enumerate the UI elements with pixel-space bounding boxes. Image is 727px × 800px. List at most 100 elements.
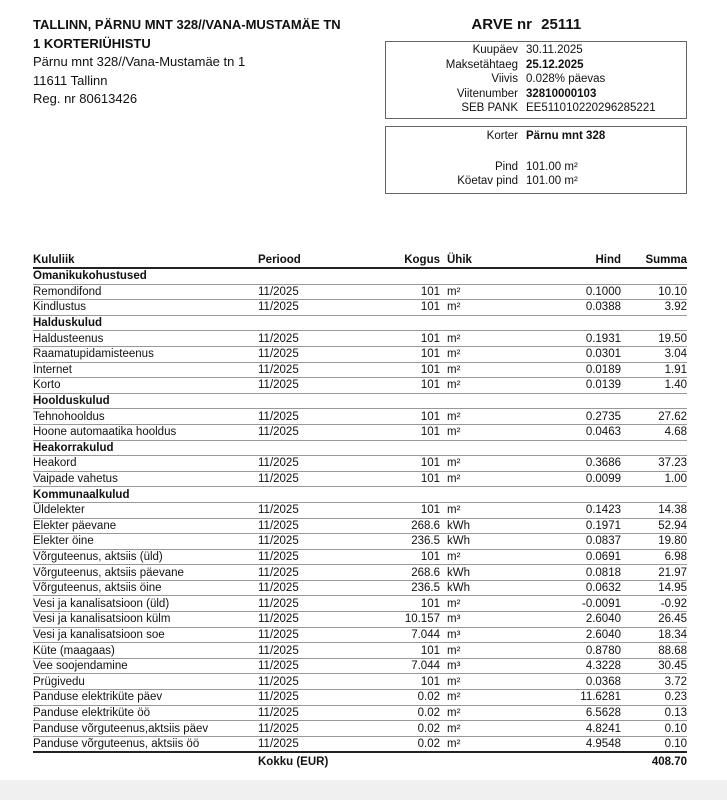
price: 0.8780 xyxy=(490,642,621,659)
price: 2.6040 xyxy=(490,627,621,644)
unit: m² xyxy=(440,705,490,722)
table-row: Kindlustus 11/2025 101 m² 0.0388 3.92 xyxy=(33,299,687,316)
item-name: Korto xyxy=(33,377,258,394)
quantity: 268.6 xyxy=(368,564,440,581)
company-name-2: 1 KORTERIÜHISTU xyxy=(33,35,151,51)
item-name: Panduse elektriküte päev xyxy=(33,689,258,706)
detail-label: Viivis xyxy=(491,73,518,85)
period: 11/2025 xyxy=(258,658,368,675)
unit: m² xyxy=(440,346,490,363)
total-row: Kokku (EUR) 408.70 xyxy=(33,751,687,772)
table-row: Haldusteenus 11/2025 101 m² 0.1931 19.50 xyxy=(33,330,687,347)
period: 11/2025 xyxy=(258,533,368,550)
period: 11/2025 xyxy=(258,642,368,659)
header-hind: Hind xyxy=(490,253,621,269)
sum: 30.45 xyxy=(621,658,687,675)
table-row: Panduse elektriküte öö 11/2025 0.02 m² 6.562… xyxy=(33,705,687,722)
quantity: 101 xyxy=(368,502,440,519)
item-name: Panduse võrguteenus,aktsiis päev xyxy=(33,720,258,737)
price: 0.0632 xyxy=(490,580,621,597)
table-row: Panduse elektriküte päev 11/2025 0.02 m² 11.… xyxy=(33,689,687,706)
period: 11/2025 xyxy=(258,689,368,706)
table-row: Vesi ja kanalisatsioon (üld) 11/2025 101 m²… xyxy=(33,595,687,613)
item-name: Elekter päevane xyxy=(33,518,258,535)
group-row: Omanikukohustused xyxy=(33,268,687,285)
sum: 21.97 xyxy=(621,564,687,581)
detail-label: Viitenumber xyxy=(456,87,518,100)
detail-row: Kuupäev 30.11.2025 xyxy=(386,43,686,58)
period: 11/2025 xyxy=(258,705,368,722)
quantity: 0.02 xyxy=(368,720,440,737)
period: 11/2025 xyxy=(258,408,368,425)
period: 11/2025 xyxy=(258,595,368,613)
price: 0.0189 xyxy=(490,362,621,379)
sum: 19.50 xyxy=(621,330,687,347)
sum: -0.92 xyxy=(621,595,687,613)
price: -0.0091 xyxy=(490,595,621,613)
table-row: Vesi ja kanalisatsioon külm 11/2025 10.157… xyxy=(33,611,687,628)
table-row: Elekter päevane 11/2025 268.6 kWh 0.1971 52.9… xyxy=(33,518,687,535)
invoice-title: ARVE nr 25111 xyxy=(440,16,581,33)
unit: kWh xyxy=(440,533,490,550)
unit: m² xyxy=(440,362,490,379)
apartment-box: Korter Pärnu mnt 328 Pind 101.00 m² Köetav… xyxy=(385,126,687,194)
period: 11/2025 xyxy=(258,518,368,535)
price: 0.2735 xyxy=(490,408,621,425)
group-row: Halduskulud xyxy=(33,315,687,332)
unit: m² xyxy=(440,408,490,425)
invoice-label: ARVE nr xyxy=(471,16,532,33)
total-label: Kokku (EUR) xyxy=(258,751,440,772)
price: 0.0463 xyxy=(490,424,621,441)
quantity: 101 xyxy=(368,362,440,379)
unit: m² xyxy=(440,424,490,441)
table-row: Prügivedu 11/2025 101 m² 0.0368 3.72 xyxy=(33,673,687,691)
unit: m² xyxy=(440,549,490,566)
sum: 1.40 xyxy=(621,377,687,394)
price: 0.1000 xyxy=(490,284,621,301)
period: 11/2025 xyxy=(258,471,368,488)
period: 11/2025 xyxy=(258,720,368,737)
quantity: 236.5 xyxy=(368,533,440,550)
detail-row: Maksetähtaeg 25.12.2025 xyxy=(386,58,686,73)
quantity: 7.044 xyxy=(368,627,440,644)
detail-row: Viivis 0.028% päevas xyxy=(386,72,686,87)
quantity: 101 xyxy=(368,299,440,316)
table-row: Võrguteenus, aktsiis päevane 11/2025 268.6… xyxy=(33,564,687,581)
pind-label: Pind xyxy=(494,160,518,173)
sum: 6.98 xyxy=(621,549,687,566)
period: 11/2025 xyxy=(258,564,368,581)
company-name: TALLINN, PÄRNU MNT 328//VANA-MUSTAMÄE TN xyxy=(33,17,341,32)
detail-label: Maksetähtaeg xyxy=(445,58,518,71)
quantity: 101 xyxy=(368,549,440,566)
item-name: Internet xyxy=(33,362,258,379)
detail-value: EE511010220296285221 xyxy=(526,102,656,114)
price: 4.9548 xyxy=(490,736,621,753)
quantity: 101 xyxy=(368,284,440,301)
quantity: 101 xyxy=(368,330,440,347)
table-row: Võrguteenus, aktsiis (üld) 11/2025 101 m² 0.… xyxy=(33,549,687,566)
period: 11/2025 xyxy=(258,736,368,753)
price: 0.0099 xyxy=(490,471,621,488)
table-row: Elekter öine 11/2025 236.5 kWh 0.0837 19.80 xyxy=(33,533,687,550)
unit: m² xyxy=(440,595,490,613)
item-name: Võrguteenus, aktsiis öine xyxy=(33,580,258,597)
korter-value: Pärnu mnt 328 xyxy=(526,130,606,142)
table-row: Raamatupidamisteenus 11/2025 101 m² 0.0301 3.… xyxy=(33,346,687,363)
quantity: 101 xyxy=(368,408,440,425)
sum: 10.10 xyxy=(621,284,687,301)
price: 0.0837 xyxy=(490,533,621,550)
sum: 26.45 xyxy=(621,611,687,628)
table-row: Vaipade vahetus 11/2025 101 m² 0.0099 1.00 xyxy=(33,471,687,488)
unit: m² xyxy=(440,689,490,706)
detail-label: SEB PANK xyxy=(461,102,518,114)
unit: m³ xyxy=(440,627,490,644)
item-name: Panduse võrguteenus, aktsiis öö xyxy=(33,736,258,753)
price: 11.6281 xyxy=(490,689,621,706)
item-name: Hoone automaatika hooldus xyxy=(33,424,258,441)
period: 11/2025 xyxy=(258,502,368,519)
item-name: Vaipade vahetus xyxy=(33,471,258,488)
header-kululiik: Kululiik xyxy=(33,253,258,269)
item-name: Vesi ja kanalisatsioon soe xyxy=(33,627,258,644)
sum: 1.91 xyxy=(621,362,687,379)
item-name: Vee soojendamine xyxy=(33,658,258,675)
